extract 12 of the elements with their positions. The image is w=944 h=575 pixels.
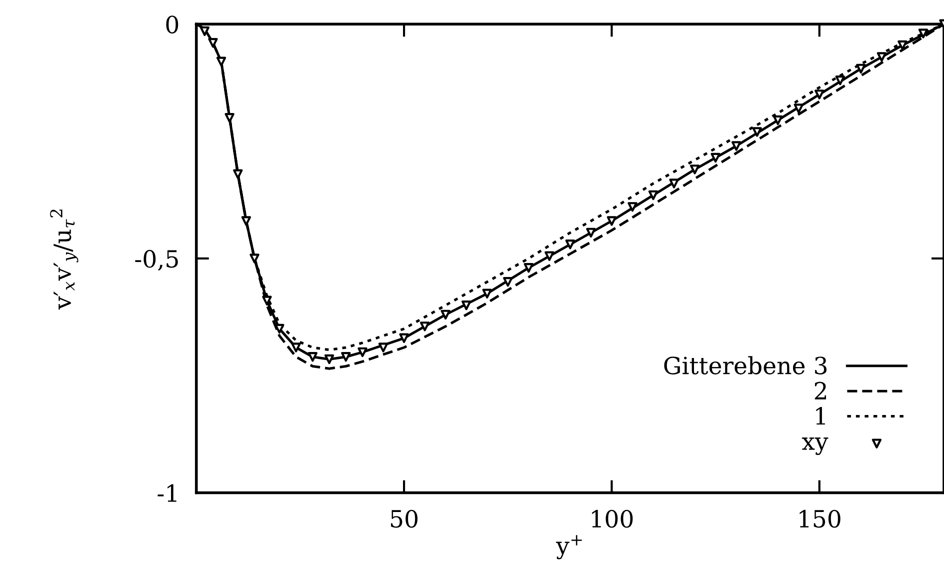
x-tick-label: 100 [592, 510, 633, 528]
y-tick-label: -1 [158, 484, 176, 502]
y-tick-label: -0,5 [135, 250, 178, 271]
legend-label: 2 [814, 382, 826, 400]
x-tick-label: 150 [800, 510, 840, 528]
legend-label: xy [802, 437, 828, 455]
y-axis-title: v′$_{x}$v′$_{y}$/u$_{τ}$$^{2}$ [50, 210, 78, 310]
legend-label: Gitterebene 3 [664, 356, 827, 374]
y-tick-label: 0 [166, 16, 178, 34]
x-axis-title: y$^{+}$ [556, 535, 582, 560]
legend-label: 1 [816, 407, 825, 425]
x-tick-label: 50 [391, 510, 418, 528]
